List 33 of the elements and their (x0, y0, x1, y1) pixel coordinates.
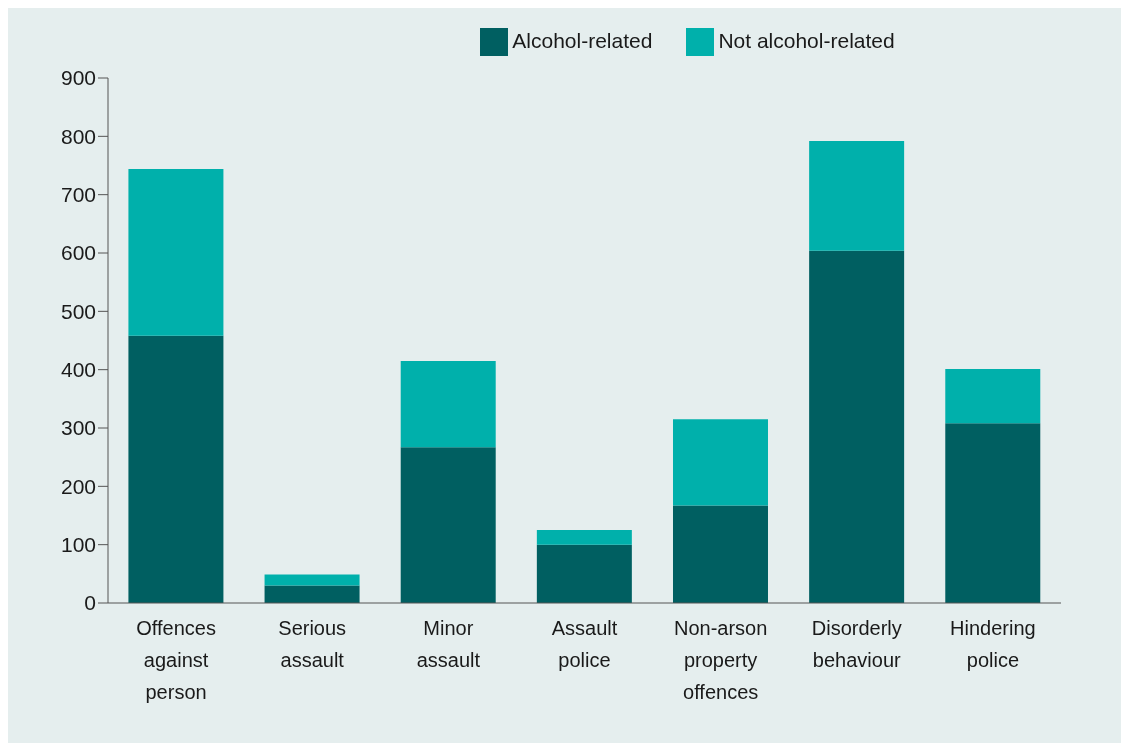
x-tick-label: Disorderly behaviour (811, 617, 902, 671)
bar (536, 544, 632, 603)
y-tick-label: 300 (60, 416, 96, 440)
y-tick-label: 800 (60, 124, 96, 148)
y-tick-label: 0 (84, 591, 96, 615)
x-tick-label: Minor assault (416, 617, 481, 671)
legend-label: Not alcohol-related (718, 28, 895, 52)
y-tick-label: 600 (60, 241, 96, 265)
bar (809, 141, 905, 251)
x-tick-label: Assault police (551, 617, 618, 671)
x-tick-label: Serious assault (278, 617, 347, 671)
bar (536, 530, 632, 545)
y-tick-label: 500 (60, 299, 96, 323)
bar (672, 419, 768, 506)
bar (400, 360, 496, 448)
y-tick-label: 200 (60, 474, 96, 498)
y-tick-label: 700 (60, 183, 96, 207)
y-tick-label: 100 (60, 533, 96, 557)
bar (945, 369, 1041, 424)
bar (945, 423, 1041, 603)
bar (809, 250, 905, 603)
bar (128, 169, 224, 336)
bar (264, 574, 360, 586)
bar (128, 335, 224, 603)
y-tick-label: 900 (60, 66, 96, 90)
bar (264, 585, 360, 603)
legend-label: Alcohol-related (512, 28, 653, 52)
x-tick-label: Non-arson property offences (673, 617, 768, 703)
bar (400, 447, 496, 603)
x-tick-label: Hindering police (950, 617, 1036, 671)
x-tick-label: Offences against person (136, 617, 216, 703)
y-tick-label: 400 (60, 358, 96, 382)
bar (672, 505, 768, 603)
